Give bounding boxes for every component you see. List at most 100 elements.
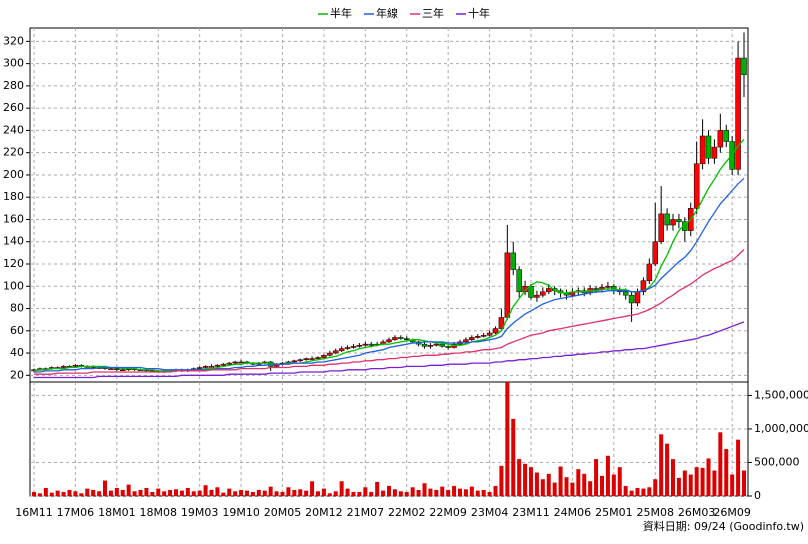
x-tick-label: 24M06	[554, 506, 592, 519]
volume-bar	[150, 491, 155, 496]
candle-body	[196, 367, 203, 369]
candle-body	[120, 369, 126, 372]
x-tick-label: 21M07	[347, 506, 385, 519]
volume-bar	[434, 489, 439, 496]
volume-bar	[268, 486, 273, 496]
volume-bar	[339, 481, 344, 496]
volume-bar	[552, 482, 557, 496]
volume-bar	[120, 489, 125, 496]
candle-body	[232, 361, 238, 364]
volume-bar	[410, 487, 415, 496]
volume-bar	[422, 483, 427, 496]
candle-body	[711, 146, 718, 159]
volume-bar	[682, 470, 687, 496]
volume-bar	[641, 488, 646, 496]
candle-body	[498, 317, 505, 329]
volume-bar	[458, 488, 462, 496]
volume-bar	[162, 491, 167, 496]
y-tick-label: 140	[3, 235, 24, 248]
candle-body	[486, 332, 493, 336]
candle-body	[439, 343, 445, 347]
volume-bar	[67, 489, 72, 496]
volume-bar	[103, 480, 107, 496]
volume-bar	[416, 489, 421, 496]
candle-body	[735, 57, 741, 170]
candle-body	[208, 366, 215, 368]
candle-body	[72, 365, 79, 367]
volume-bar	[469, 486, 474, 496]
volume-bar	[239, 489, 244, 496]
volume-bar	[61, 491, 66, 496]
candle-body	[445, 346, 451, 348]
volume-bar	[742, 470, 746, 496]
volume-bar	[138, 489, 143, 496]
candle-body	[492, 328, 499, 334]
volume-bar	[233, 491, 238, 496]
x-tick-label: 20M05	[264, 506, 302, 519]
y-tick-label: 320	[3, 34, 24, 47]
candle-body	[291, 360, 298, 363]
candle-body	[717, 130, 724, 148]
volume-bar	[730, 474, 735, 496]
volume-bar	[546, 473, 551, 496]
volume-bar	[215, 487, 220, 496]
volume-bar	[493, 485, 498, 496]
y-tick-label: 100	[3, 279, 24, 292]
volume-bar	[37, 493, 42, 496]
volume-bar	[375, 481, 380, 496]
volume-bar	[174, 489, 178, 496]
volume-bar	[623, 485, 628, 496]
candle-body	[327, 352, 333, 356]
volume-bar	[191, 491, 196, 496]
ma-line	[34, 177, 745, 373]
volume-bar	[256, 489, 261, 496]
volume-bar	[333, 491, 338, 496]
volume-bar	[428, 488, 433, 496]
volume-bar	[671, 459, 675, 496]
x-tick-label: 19M10	[222, 506, 260, 519]
x-tick-label: 16M11	[15, 506, 53, 519]
candle-body	[723, 130, 729, 142]
candle-body	[60, 366, 67, 368]
y2-tick-label: 1,500,000	[754, 388, 808, 401]
volume-bar	[511, 418, 516, 496]
volume-bar	[298, 489, 303, 496]
x-tick-label: 26M03	[678, 506, 716, 519]
y-tick-label: 220	[3, 146, 24, 159]
volume-bar	[617, 467, 622, 496]
volume-bar	[85, 488, 90, 496]
volume-bar	[227, 488, 232, 496]
volume-bar	[197, 490, 202, 496]
volume-bar	[647, 487, 652, 496]
volume-bar	[209, 489, 214, 496]
volume-bar	[274, 491, 279, 496]
volume-bar	[629, 490, 634, 496]
candle-body	[309, 358, 315, 360]
volume-bar	[440, 486, 445, 496]
plot-frame	[29, 27, 749, 497]
candle-body	[634, 291, 641, 304]
candle-body	[404, 338, 410, 340]
volume-bar	[529, 467, 533, 496]
candle-body	[699, 135, 706, 165]
volume-bar	[327, 493, 332, 496]
volume-bar	[345, 488, 350, 496]
volume-bar	[635, 487, 640, 496]
candle-body	[741, 57, 747, 76]
volume-bar	[404, 491, 409, 496]
candle-body	[546, 288, 552, 293]
volume-bar	[481, 489, 486, 496]
y-tick-label: 180	[3, 190, 24, 203]
candle-body	[622, 291, 629, 296]
volume-bar	[79, 493, 84, 496]
y-tick-label: 120	[3, 257, 24, 270]
candle-body	[303, 358, 309, 360]
candle-body	[433, 343, 440, 346]
volume-bar	[463, 489, 468, 496]
volume-bar	[576, 469, 581, 496]
candle-body	[421, 343, 428, 347]
y-tick-label: 280	[3, 79, 24, 92]
x-tick-label: 25M01	[595, 506, 633, 519]
